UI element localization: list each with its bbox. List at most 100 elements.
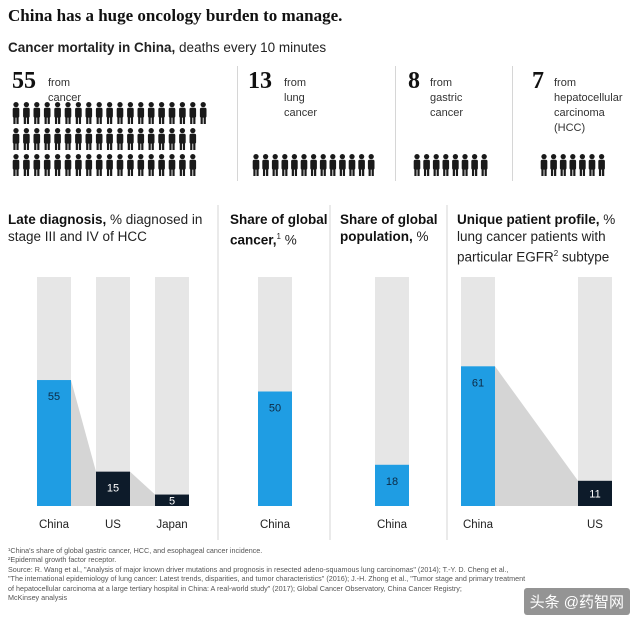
stat-label-line: from xyxy=(284,77,306,89)
category-label: China xyxy=(377,519,408,531)
stat-label: from gastric cancer xyxy=(430,76,463,121)
person-icon xyxy=(310,154,317,176)
data-label: 15 xyxy=(107,483,119,495)
person-icon xyxy=(54,128,61,150)
people-icons-cancer xyxy=(12,102,207,176)
stat-label-line: cancer xyxy=(430,107,464,119)
person-icon xyxy=(75,154,82,176)
data-label: 55 xyxy=(48,391,60,403)
person-icon xyxy=(106,128,113,150)
stat-label: from lung cancer xyxy=(284,76,317,121)
subtitle-bold: Cancer mortality in China, xyxy=(8,40,176,55)
person-icon xyxy=(442,154,450,176)
watermark: 头条 @药智网 xyxy=(523,588,630,615)
stat-label: from hepatocellular carcinoma (HCC) xyxy=(554,76,623,136)
person-icon xyxy=(12,154,20,176)
stat-number: 7 xyxy=(532,68,544,94)
person-icon xyxy=(367,154,375,176)
data-label: 50 xyxy=(269,403,281,415)
person-icon xyxy=(189,154,197,176)
divider xyxy=(237,66,238,181)
person-icon xyxy=(85,154,93,176)
person-icon xyxy=(168,128,176,150)
person-icon xyxy=(33,102,41,124)
person-icon xyxy=(158,102,165,124)
person-icon xyxy=(358,154,365,176)
person-icon xyxy=(179,102,186,124)
bar-track xyxy=(96,277,130,506)
people-icons-gastric-cancer xyxy=(413,154,488,176)
bar-charts: 55China15US5Japan50China18China61China11… xyxy=(37,205,612,540)
person-icon xyxy=(95,102,103,124)
stat-label: from cancer xyxy=(48,77,82,104)
stat-number: 8 xyxy=(408,68,420,94)
person-icon xyxy=(116,128,124,150)
bar-connector xyxy=(495,366,578,506)
person-icon xyxy=(147,128,155,150)
person-icon xyxy=(339,154,346,176)
panel-title-rest: % diagnosed in stage III and IV of HCC xyxy=(8,212,203,244)
panel-title-bold: Share of global cancer, xyxy=(230,212,328,248)
person-icon xyxy=(252,154,260,176)
footnote: ²Epidermal growth factor receptor. xyxy=(8,555,117,565)
category-label: Japan xyxy=(156,519,187,531)
data-label: 5 xyxy=(169,495,175,507)
panel-title-rest: % xyxy=(281,232,297,248)
bar xyxy=(155,494,189,506)
panel-title-patient-profile: Unique patient profile, % lung cancer pa… xyxy=(457,211,637,266)
panel-title-global-population: Share of global population, % xyxy=(340,211,445,245)
person-icon xyxy=(127,102,134,124)
person-icon xyxy=(179,154,186,176)
bar-track xyxy=(578,277,612,506)
stat-label-line: cancer xyxy=(284,107,318,119)
stat-label-line: from xyxy=(554,77,576,89)
person-icon xyxy=(158,154,165,176)
person-icon xyxy=(137,102,145,124)
person-icon xyxy=(23,102,30,124)
person-icon xyxy=(559,154,567,176)
stat-label-line: (HCC) xyxy=(554,122,586,134)
stat-label-line: carcinoma xyxy=(554,107,605,119)
panel-title-late-diagnosis: Late diagnosis, % diagnosed in stage III… xyxy=(8,211,213,245)
panel-title-bold: Share of global population, xyxy=(340,212,438,244)
stat-label-line: from xyxy=(430,77,452,89)
person-icon xyxy=(413,154,421,176)
person-icon xyxy=(12,102,20,124)
person-icon xyxy=(271,154,279,176)
footnote: ¹China's share of global gastric cancer,… xyxy=(8,546,263,555)
person-icon xyxy=(480,154,488,176)
panel-title-sup: 2 xyxy=(553,249,559,258)
person-icon xyxy=(137,154,145,176)
divider xyxy=(512,66,513,181)
person-icon xyxy=(116,154,124,176)
footnote: Source: R. Wang et al., "Analysis of maj… xyxy=(8,564,509,574)
panel-title-global-cancer: Share of global cancer,1 % xyxy=(230,211,330,249)
person-icon xyxy=(300,154,308,176)
footnote: McKinsey analysis xyxy=(8,593,68,603)
person-icon xyxy=(127,128,134,150)
person-icon xyxy=(281,154,289,176)
data-label: 61 xyxy=(472,377,484,389)
person-icon xyxy=(168,102,176,124)
person-icon xyxy=(12,128,20,150)
person-icon xyxy=(179,128,186,150)
person-icon xyxy=(95,154,103,176)
person-icon xyxy=(137,128,145,150)
person-icon xyxy=(262,154,269,176)
stat-label-line: lung xyxy=(284,92,305,104)
stat-label-line: gastric xyxy=(430,92,463,104)
panel-title-rest: % xyxy=(412,229,429,244)
page-title: China has a huge oncology burden to mana… xyxy=(8,6,343,25)
bar-connector xyxy=(130,471,155,506)
person-icon xyxy=(106,154,113,176)
person-icon xyxy=(127,154,134,176)
person-icon xyxy=(168,154,176,176)
panel-title-end: subtype xyxy=(558,249,610,265)
people-icons-hcc xyxy=(540,154,605,176)
footnotes: ¹China's share of global gastric cancer,… xyxy=(8,546,633,602)
bar xyxy=(96,471,130,506)
person-icon xyxy=(75,128,82,150)
person-icon xyxy=(588,154,596,176)
person-icon xyxy=(147,102,155,124)
person-icon xyxy=(33,128,41,150)
